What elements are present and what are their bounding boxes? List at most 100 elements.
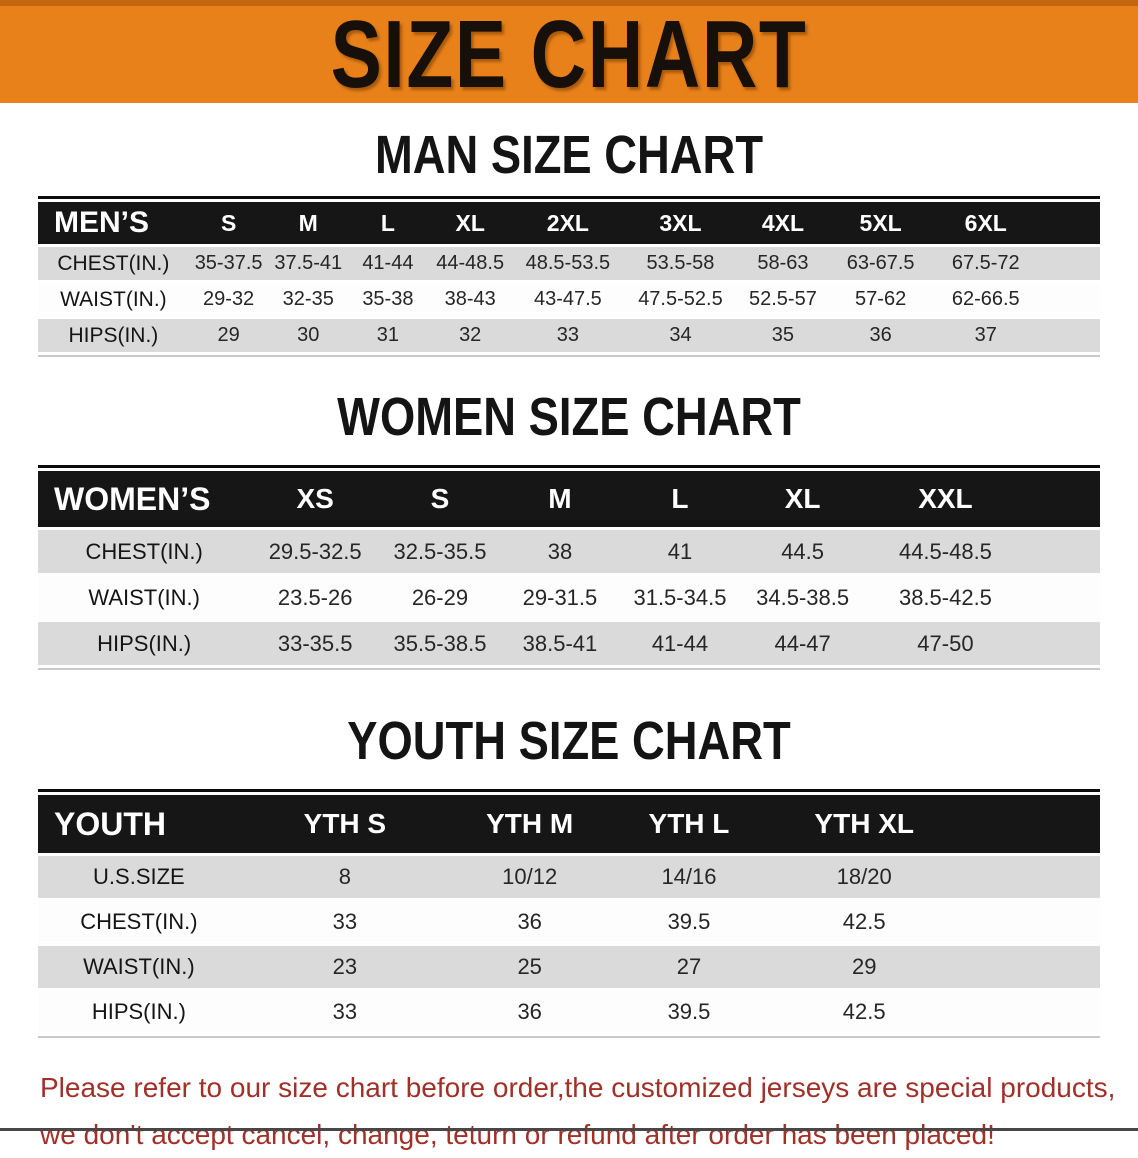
header-spacer — [1038, 202, 1100, 244]
size-value: 37.5-41 — [268, 247, 349, 280]
men-heading-text: MAN SIZE CHART — [374, 125, 764, 185]
size-column-header: S — [379, 471, 500, 527]
size-value: 57-62 — [828, 283, 934, 316]
size-column-header: XXL — [865, 471, 1026, 527]
size-value: 33-35.5 — [250, 622, 380, 665]
row-spacer — [1038, 319, 1100, 352]
size-value: 32-35 — [268, 283, 349, 316]
size-value: 44-47 — [739, 622, 866, 665]
size-value: 35-37.5 — [188, 247, 269, 280]
size-column-header: L — [348, 202, 428, 244]
measurement-row: WAIST(IN.) 23 25 27 29 — [38, 946, 1100, 988]
size-value: 41-44 — [619, 622, 740, 665]
size-value: 27 — [609, 946, 769, 988]
size-value: 33 — [239, 901, 451, 943]
row-spacer — [1038, 283, 1100, 316]
row-label: U.S.SIZE — [38, 856, 240, 898]
note-line-2: we don't accept cancel, change, teturn o… — [40, 1119, 995, 1150]
size-value: 29-31.5 — [499, 576, 620, 619]
row-spacer — [1025, 530, 1100, 573]
size-value: 38 — [499, 530, 620, 573]
size-column-header: XL — [739, 471, 866, 527]
size-column-header: YTH XL — [768, 795, 960, 853]
group-label: MEN’S — [38, 202, 189, 244]
size-value: 37 — [933, 319, 1039, 352]
women-header-row: WOMEN’S XS S M L XL XXL — [38, 471, 1100, 527]
men-size-table: MEN’S S M L XL 2XL 3XL 4XL 5XL 6XL CHEST(IN.) 35-… — [38, 196, 1100, 357]
men-header-row: MEN’S S M L XL 2XL 3XL 4XL 5XL 6XL — [38, 202, 1100, 244]
group-label: WOMEN’S — [38, 471, 251, 527]
row-label: CHEST(IN.) — [38, 530, 251, 573]
row-spacer — [959, 856, 1100, 898]
youth-heading-text: YOUTH SIZE CHART — [347, 711, 791, 771]
size-value: 41-44 — [348, 247, 428, 280]
size-value: 42.5 — [768, 901, 960, 943]
measurement-row: HIPS(IN.) 33-35.5 35.5-38.5 38.5-41 41-44 44-… — [38, 622, 1100, 665]
size-value: 41 — [619, 530, 740, 573]
group-label: YOUTH — [38, 795, 240, 853]
size-value: 63-67.5 — [828, 247, 934, 280]
youth-section-heading: YOUTH SIZE CHART — [0, 670, 1138, 789]
size-value: 43-47.5 — [512, 283, 624, 316]
size-value: 36 — [450, 991, 610, 1033]
women-size-table: WOMEN’S XS S M L XL XXL CHEST(IN.) 29.5-32.5 32… — [38, 465, 1100, 670]
size-value: 23 — [239, 946, 451, 988]
row-label: WAIST(IN.) — [38, 576, 251, 619]
size-value: 35-38 — [348, 283, 428, 316]
size-value: 29 — [768, 946, 960, 988]
size-value: 58-63 — [737, 247, 829, 280]
size-column-header: 6XL — [933, 202, 1039, 244]
size-value: 33 — [512, 319, 624, 352]
size-column-header: 5XL — [828, 202, 934, 244]
size-column-header: L — [619, 471, 740, 527]
header-spacer — [1025, 471, 1100, 527]
size-value: 47-50 — [865, 622, 1026, 665]
size-value: 53.5-58 — [623, 247, 738, 280]
size-value: 33 — [239, 991, 451, 1033]
women-section: WOMEN SIZE CHART WOMEN’S XS S M L XL XXL CHES… — [0, 357, 1138, 670]
size-value: 31 — [348, 319, 428, 352]
size-value: 29-32 — [188, 283, 269, 316]
size-value: 29 — [188, 319, 269, 352]
size-value: 32 — [427, 319, 513, 352]
header-spacer — [959, 795, 1100, 853]
page-title: SIZE CHART — [330, 0, 808, 103]
size-value: 47.5-52.5 — [623, 283, 738, 316]
size-column-header: M — [268, 202, 349, 244]
size-column-header: XS — [250, 471, 380, 527]
size-value: 8 — [239, 856, 451, 898]
measurement-row: U.S.SIZE 8 10/12 14/16 18/20 — [38, 856, 1100, 898]
row-spacer — [959, 946, 1100, 988]
row-label: HIPS(IN.) — [38, 991, 240, 1033]
size-value: 36 — [828, 319, 934, 352]
row-label: WAIST(IN.) — [38, 946, 240, 988]
size-value: 35 — [737, 319, 829, 352]
size-value: 26-29 — [379, 576, 500, 619]
size-value: 23.5-26 — [250, 576, 380, 619]
measurement-row: WAIST(IN.) 29-32 32-35 35-38 38-43 43-47.5 47.… — [38, 283, 1100, 316]
size-value: 67.5-72 — [933, 247, 1039, 280]
size-value: 25 — [450, 946, 610, 988]
size-value: 39.5 — [609, 901, 769, 943]
size-value: 29.5-32.5 — [250, 530, 380, 573]
row-label: CHEST(IN.) — [38, 901, 240, 943]
measurement-row: CHEST(IN.) 35-37.5 37.5-41 41-44 44-48.5 48.5… — [38, 247, 1100, 280]
women-heading-text: WOMEN SIZE CHART — [337, 387, 801, 447]
size-column-header: 4XL — [737, 202, 829, 244]
size-value: 38.5-42.5 — [865, 576, 1026, 619]
row-label: HIPS(IN.) — [38, 319, 189, 352]
size-value: 36 — [450, 901, 610, 943]
measurement-row: CHEST(IN.) 29.5-32.5 32.5-35.5 38 41 44.5 44.5… — [38, 530, 1100, 573]
size-value: 52.5-57 — [737, 283, 829, 316]
size-value: 48.5-53.5 — [512, 247, 624, 280]
row-spacer — [1025, 576, 1100, 619]
men-section: MAN SIZE CHART MEN’S S M L XL 2XL 3XL 4XL 5XL 6X… — [0, 103, 1138, 357]
note-line-1: Please refer to our size chart before or… — [40, 1072, 1116, 1103]
size-value: 31.5-34.5 — [619, 576, 740, 619]
banner: SIZE CHART — [0, 0, 1138, 103]
measurement-row: HIPS(IN.) 29 30 31 32 33 34 35 36 37 — [38, 319, 1100, 352]
size-value: 10/12 — [450, 856, 610, 898]
row-spacer — [1038, 247, 1100, 280]
youth-size-table: YOUTH YTH S YTH M YTH L YTH XL U.S.SIZE 8 10/… — [38, 789, 1100, 1038]
